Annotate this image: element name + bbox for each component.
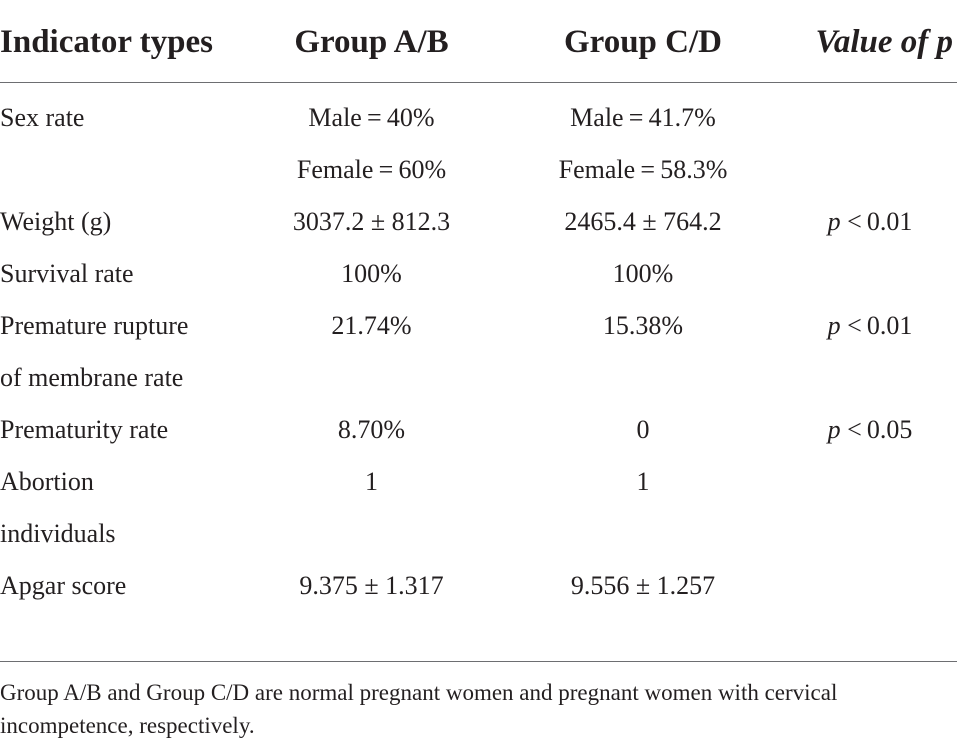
row-label: Apgar score [0, 571, 127, 600]
header-value-of-p: Value of p [815, 24, 953, 60]
row-label: Survival rate [0, 259, 134, 288]
p-value [783, 508, 957, 560]
row-label: Prematurity rate [0, 415, 169, 444]
group-cd-value: 9.556 ± 1.257 [570, 571, 716, 600]
row-label [0, 144, 240, 196]
group-ab-value [240, 508, 503, 560]
table-row: individuals [0, 508, 957, 560]
table-row: Survival rate 100% 100% [0, 248, 957, 300]
group-ab-value: 21.74% [331, 311, 412, 340]
group-ab-value: 1 [365, 467, 378, 496]
header-group-ab: Group A/B [294, 24, 449, 60]
group-cd-value: 1 [636, 467, 650, 496]
group-ab-value: Male = 40% [308, 103, 435, 132]
p-value [783, 248, 957, 300]
group-ab-value: 100% [341, 259, 402, 288]
group-ab-value [240, 352, 503, 404]
group-cd-value [503, 352, 783, 404]
group-cd-value: 0 [636, 415, 650, 444]
row-label: of membrane rate [0, 363, 184, 392]
p-value: p < 0.01 [827, 311, 913, 340]
group-ab-value: 3037.2 ± 812.3 [292, 207, 451, 236]
table-footnote: Group A/B and Group C/D are normal pregn… [0, 680, 838, 738]
row-label: Sex rate [0, 103, 85, 132]
table-row: Weight (g) 3037.2 ± 812.3 2465.4 ± 764.2… [0, 196, 957, 248]
p-value [783, 560, 957, 612]
header-indicator-types: Indicator types [0, 24, 213, 60]
header-group-cd: Group C/D [563, 24, 722, 60]
table-row: Female = 60% Female = 58.3% [0, 144, 957, 196]
table-row: Sex rate Male = 40% Male = 41.7% [0, 92, 957, 144]
group-ab-value: 9.375 ± 1.317 [299, 571, 444, 600]
p-value: p < 0.01 [827, 207, 913, 236]
group-cd-value: Male = 41.7% [570, 103, 716, 132]
table-bottom-rule [0, 661, 957, 662]
table-header-row: Indicator types Group A/B Group C/D Valu… [0, 0, 957, 83]
table-row: Prematurity rate 8.70% 0 p < 0.05 [0, 404, 957, 456]
table-row: Abortion 1 1 [0, 456, 957, 508]
table-row: Apgar score 9.375 ± 1.317 9.556 ± 1.257 [0, 560, 957, 612]
p-value [783, 456, 957, 508]
data-table: Indicator types Group A/B Group C/D Valu… [0, 0, 957, 612]
group-ab-value: Female = 60% [296, 155, 447, 184]
row-label: Abortion [0, 467, 94, 496]
p-value: p < 0.05 [827, 415, 913, 444]
group-cd-value [503, 508, 783, 560]
group-cd-value: 100% [612, 259, 674, 288]
group-cd-value: 15.38% [602, 311, 684, 340]
group-cd-value: 2465.4 ± 764.2 [564, 207, 722, 236]
p-value [783, 352, 957, 404]
p-value [783, 92, 957, 144]
row-label: individuals [0, 519, 116, 548]
group-ab-value: 8.70% [337, 415, 406, 444]
row-label: Premature rupture [0, 311, 189, 340]
row-label: Weight (g) [0, 207, 112, 236]
table-row: of membrane rate [0, 352, 957, 404]
table-row: Premature rupture 21.74% 15.38% p < 0.01 [0, 300, 957, 352]
group-cd-value: Female = 58.3% [558, 155, 728, 184]
p-value [783, 144, 957, 196]
